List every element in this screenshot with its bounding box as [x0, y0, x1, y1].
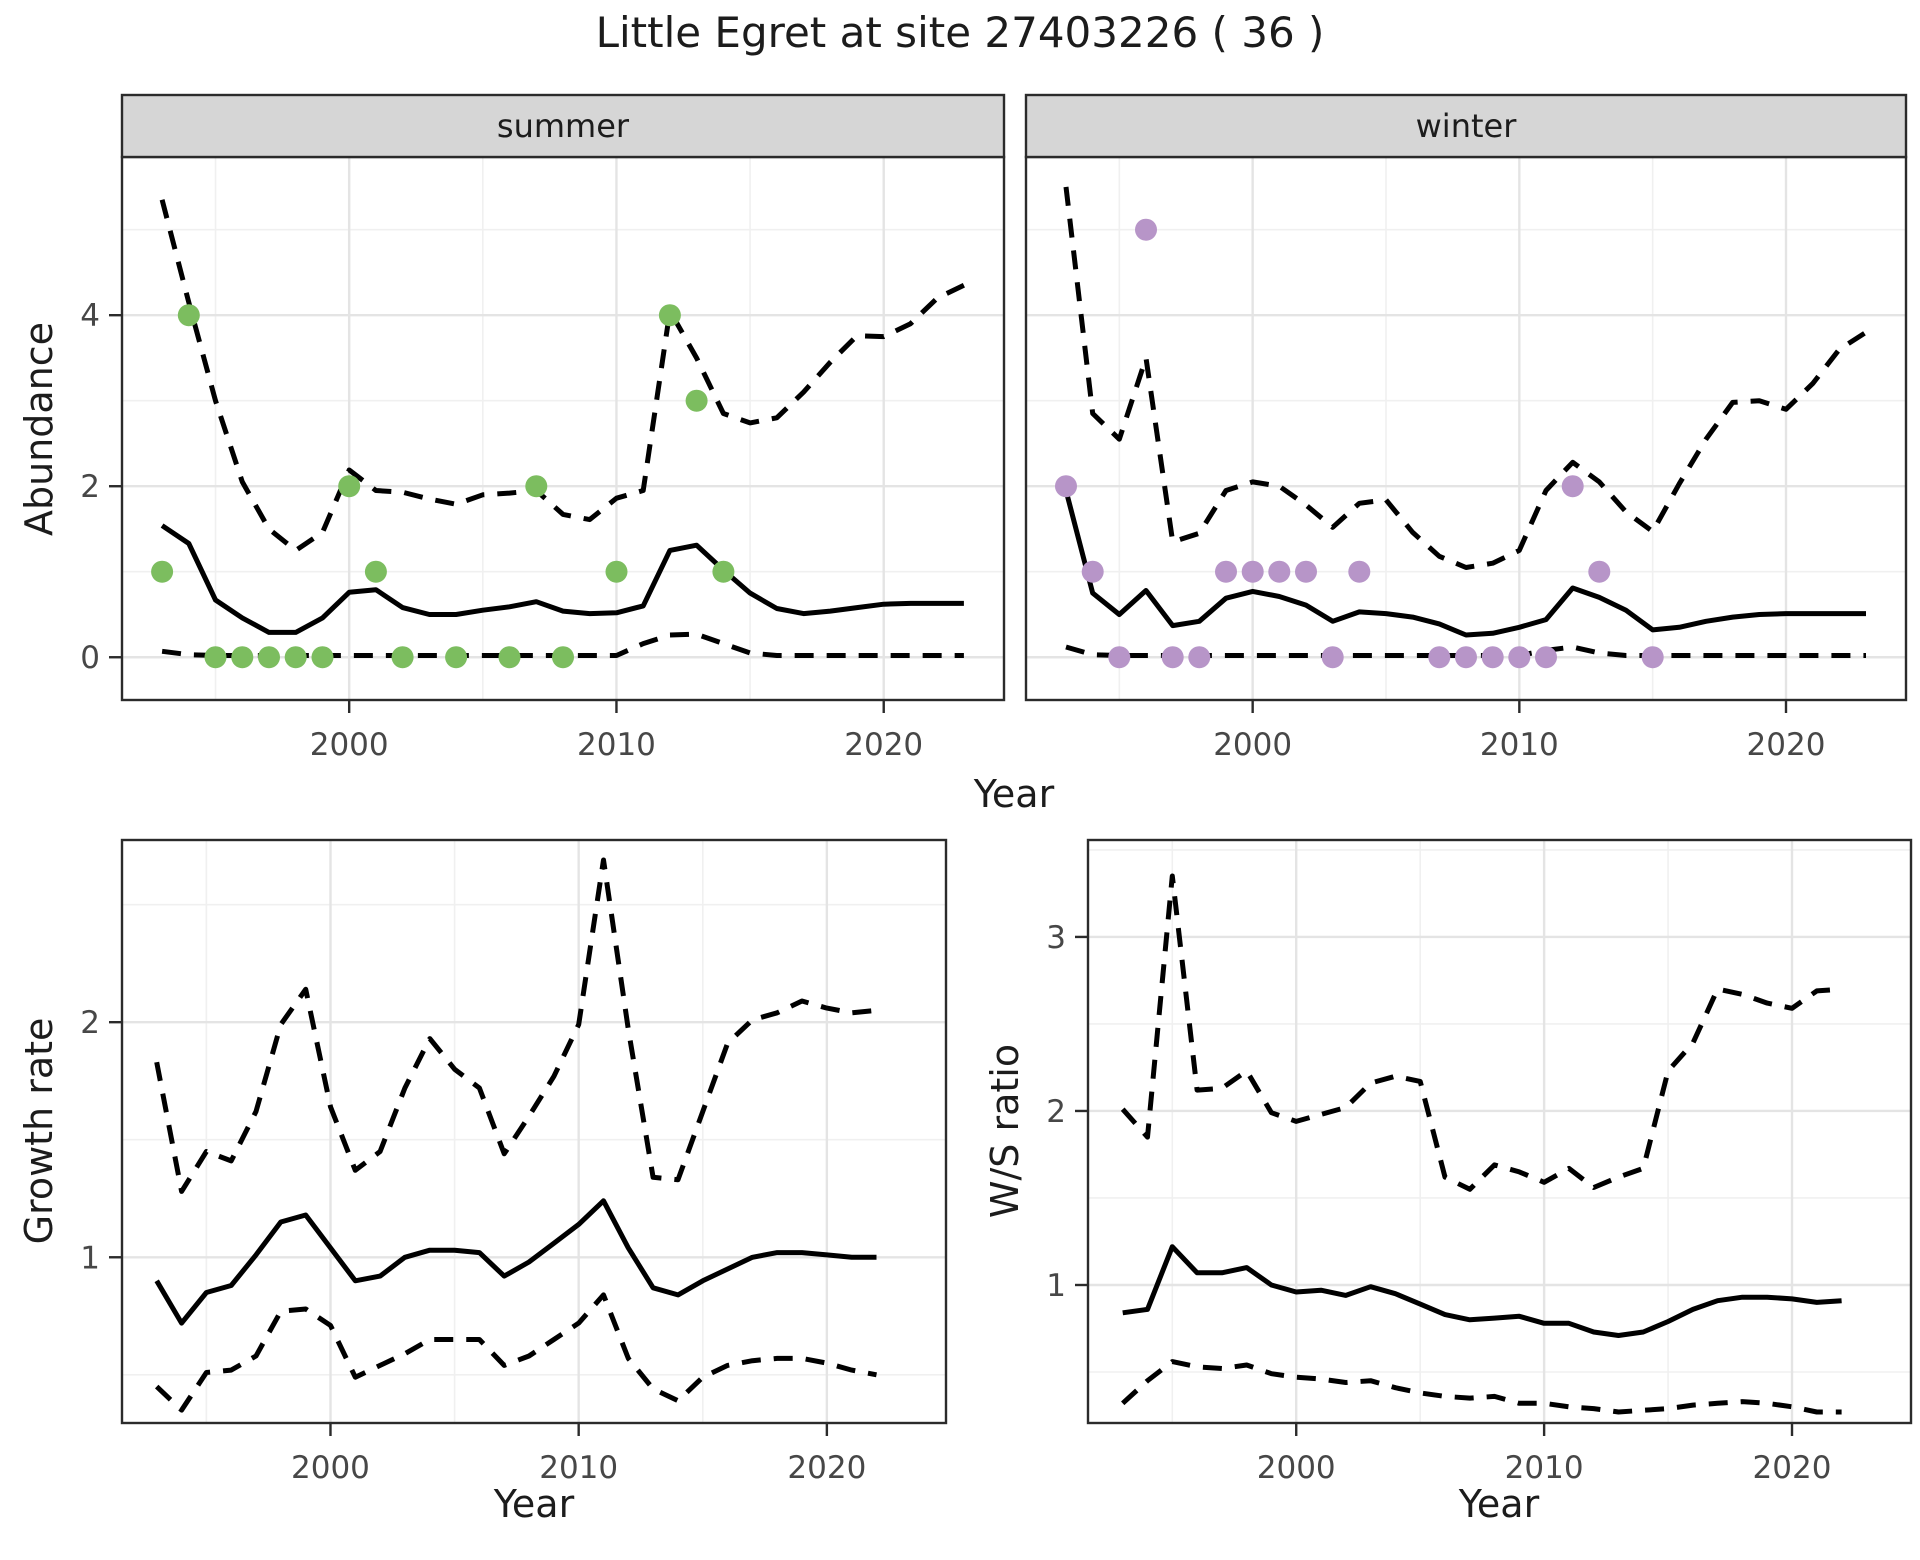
abundance_summer-upper_ci-line: [159, 199, 965, 553]
abundance_winter-point: [1428, 646, 1451, 669]
panel-ws_ratio: 2000 2010 2020 1 2 3: [1046, 838, 1913, 1486]
abundance_winter-point: [1135, 218, 1157, 241]
abundance_winter-point: [1641, 646, 1664, 669]
x-axis-title-year-top: Year: [973, 772, 1055, 816]
abundance_summer-point: [605, 560, 628, 583]
y-tick-label: 3: [1046, 920, 1066, 956]
y-tick-label: 2: [80, 1005, 100, 1041]
panel-abundance_winter: 2000 2010 2020: [1024, 93, 1908, 763]
figure-title: Little Egret at site 27403226 ( 36 ): [595, 8, 1325, 57]
x-tick-label: 2020: [1753, 1450, 1832, 1486]
y-axis-title-abundance: Abundance: [17, 321, 61, 537]
abundance_winter-point: [1455, 646, 1477, 669]
ws_ratio-lower_ci-line: [1121, 1359, 1842, 1415]
abundance_summer-point: [712, 560, 735, 583]
abundance_summer-fit-line: [160, 523, 964, 635]
abundance_summer-point: [525, 475, 548, 498]
growth_rate-upper_ci-line: [154, 857, 877, 1194]
x-tick-label: 2010: [1505, 1450, 1584, 1486]
x-axis-title-year-growth: Year: [493, 1482, 575, 1526]
abundance_winter-point: [1348, 560, 1371, 583]
abundance_winter-point: [1215, 560, 1237, 583]
abundance_winter-point: [1055, 475, 1077, 498]
abundance_winter-point: [1508, 646, 1531, 669]
abundance_winter-point: [1481, 646, 1504, 669]
abundance_winter-point: [1188, 646, 1211, 669]
x-tick-label: 2000: [1213, 727, 1292, 763]
panel-abundance_summer: 2000 2010 2020 0 2 4: [80, 93, 1006, 763]
abundance_winter-point: [1268, 560, 1291, 583]
abundance_summer-point: [284, 646, 307, 669]
y-axis-title-ws-ratio: W/S ratio: [983, 1043, 1027, 1219]
abundance_winter-point: [1321, 646, 1344, 669]
abundance_summer-point: [364, 560, 387, 583]
abundance_winter-point: [1161, 646, 1184, 669]
abundance_summer-point: [498, 646, 521, 669]
y-tick-label: 1: [80, 1240, 100, 1276]
x-tick-label: 2000: [1257, 1450, 1336, 1486]
x-tick-label: 2020: [844, 727, 923, 763]
x-tick-label: 2020: [787, 1450, 866, 1486]
abundance_winter-point: [1588, 560, 1611, 583]
ws_ratio-fit-line: [1122, 1244, 1842, 1338]
panel-growth_rate: 2000 2010 2020 1 2: [80, 838, 948, 1486]
abundance_winter-point: [1561, 475, 1584, 498]
growth_rate-lower_ci-line: [154, 1292, 877, 1413]
y-tick-label: 4: [80, 298, 100, 334]
abundance_summer-point: [445, 646, 468, 669]
abundance_winter-upper_ci-line: [1063, 186, 1868, 570]
x-tick-label: 2000: [291, 1450, 370, 1486]
abundance_summer-point: [552, 646, 574, 669]
abundance_summer-point: [204, 646, 227, 669]
x-tick-label: 2010: [1480, 727, 1559, 763]
y-tick-label: 0: [80, 640, 100, 676]
abundance_winter-point: [1108, 646, 1131, 669]
abundance_summer-point: [177, 304, 200, 327]
abundance_summer-point: [231, 646, 254, 669]
x-tick-label: 2020: [1747, 727, 1826, 763]
abundance_winter-point: [1535, 646, 1557, 669]
abundance_winter-fit-line: [1063, 489, 1866, 638]
y-tick-label: 1: [1046, 1268, 1066, 1304]
facet-strip-label-summer: summer: [496, 107, 630, 145]
growth_rate-fit-line: [154, 1198, 877, 1326]
abundance_summer-point: [658, 304, 681, 327]
facet-strip-abundance_winter: [1024, 93, 1908, 159]
x-axis-title-year-ws: Year: [1458, 1482, 1540, 1526]
abundance_winter-point: [1241, 560, 1264, 583]
abundance_winter-point: [1295, 560, 1317, 583]
abundance_summer-point: [391, 646, 414, 669]
x-tick-label: 2000: [310, 727, 389, 763]
abundance_summer-point: [258, 646, 280, 669]
y-axis-title-growth-rate: Growth rate: [17, 1017, 61, 1245]
facet-strip-label-winter: winter: [1415, 107, 1517, 145]
x-tick-label: 2010: [539, 1450, 618, 1486]
abundance_summer-point: [311, 646, 334, 669]
x-tick-label: 2010: [577, 727, 656, 763]
abundance_winter-point: [1081, 560, 1104, 583]
facet-strip-abundance_summer: [120, 93, 1006, 159]
y-tick-label: 2: [1046, 1094, 1066, 1130]
abundance_summer-point: [685, 389, 708, 412]
y-tick-label: 2: [80, 469, 100, 505]
abundance_summer-point: [151, 560, 174, 583]
abundance_summer-point: [338, 475, 361, 498]
